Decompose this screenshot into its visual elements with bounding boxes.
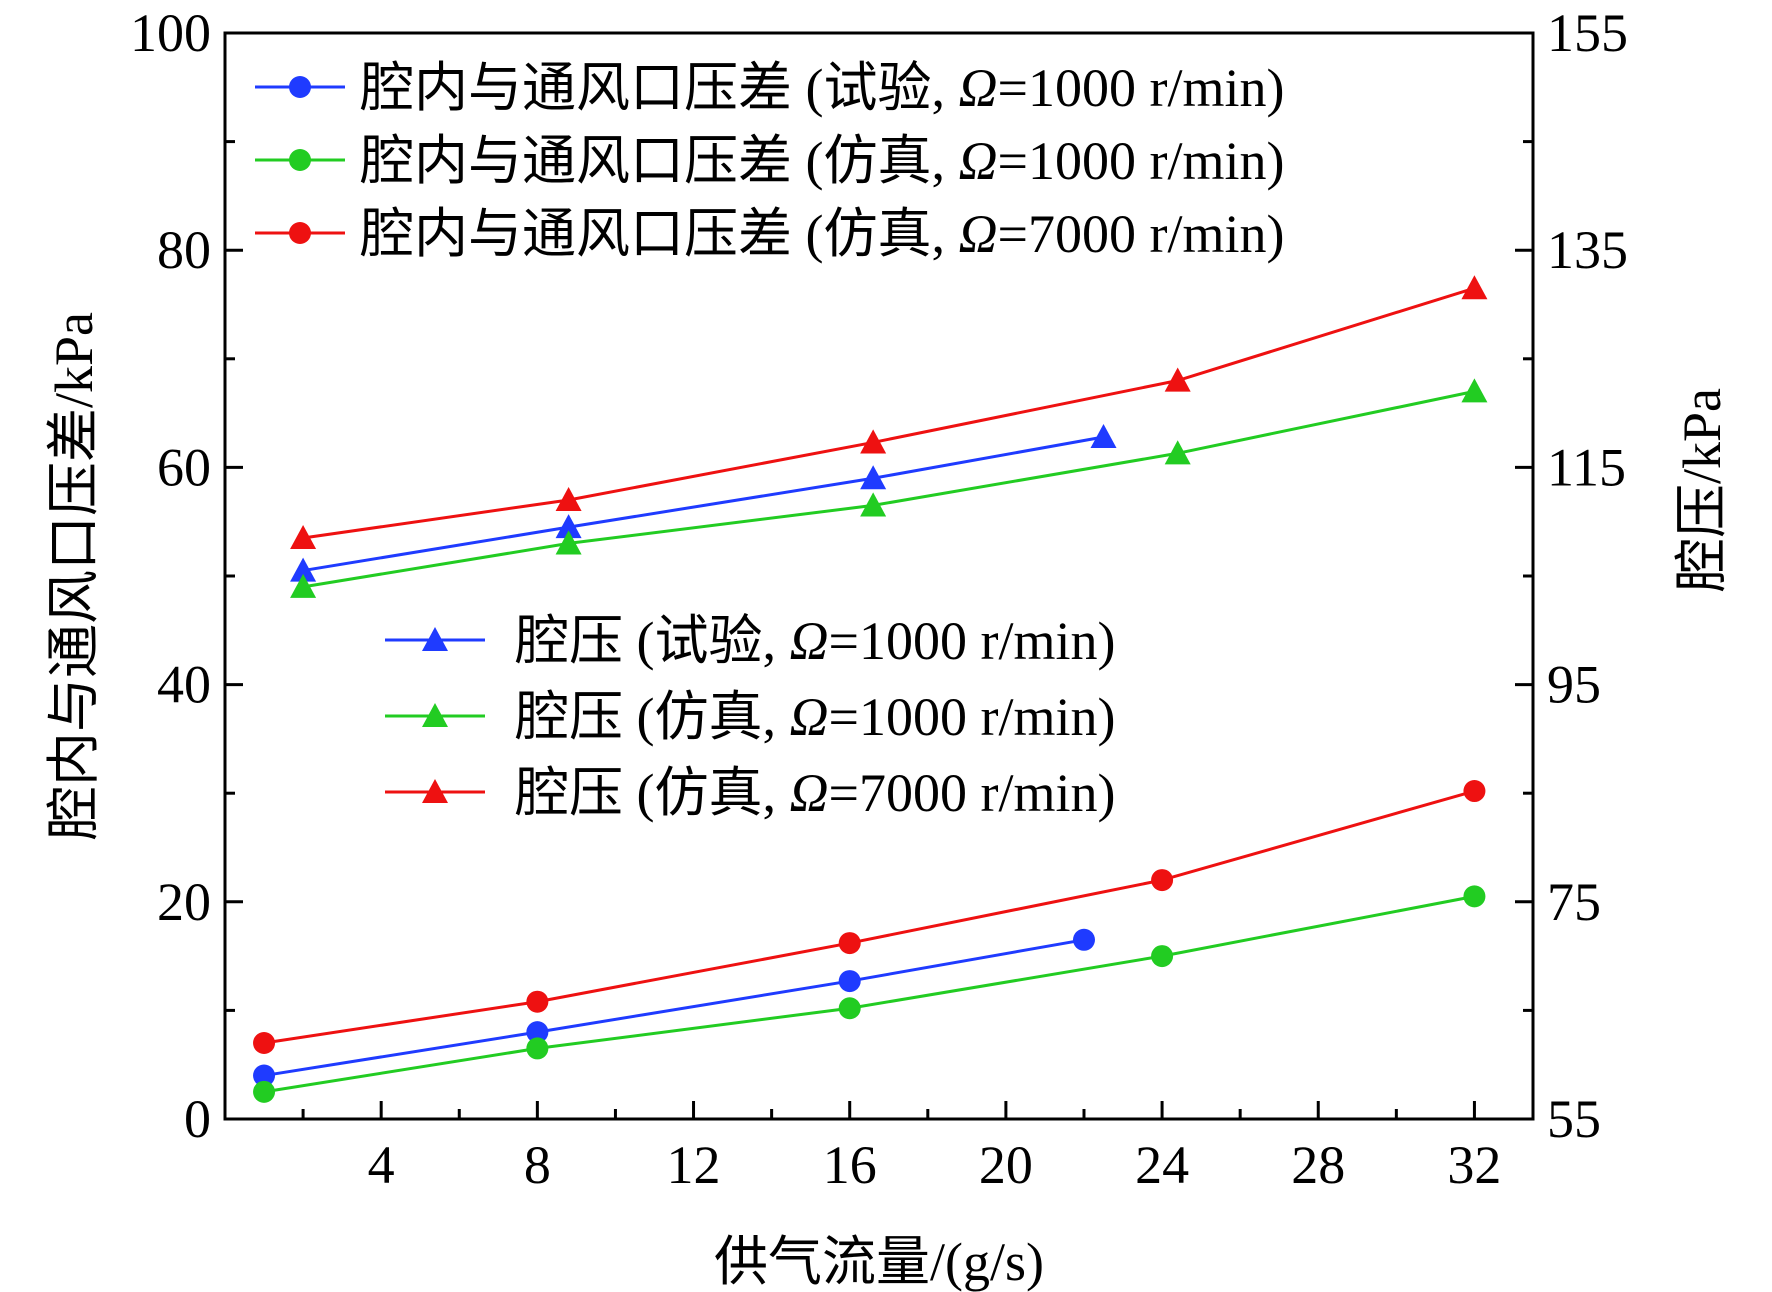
data-point-triangle: [1164, 440, 1191, 465]
x-tick-label: 28: [1291, 1135, 1345, 1195]
series-layer: [253, 275, 1488, 1103]
legend-layer: 腔内与通风口压差 (试验, Ω=1000 r/min) 腔内与通风口压差 (仿真,…: [255, 58, 1284, 823]
legend-marker: [289, 76, 311, 98]
data-point-triangle: [1461, 378, 1488, 403]
series-1: [253, 928, 1095, 1087]
data-point-circle: [1463, 885, 1486, 908]
data-point-triangle: [1090, 423, 1117, 449]
data-point-triangle: [860, 492, 887, 517]
x-tick-label: 8: [524, 1135, 551, 1195]
data-point-circle: [526, 1037, 549, 1060]
y-axis-right-title: 腔压/kPa: [1672, 388, 1732, 592]
data-point-triangle: [555, 530, 582, 555]
legend-entry-1: 腔内与通风口压差 (试验, Ω=1000 r/min): [255, 58, 1284, 118]
data-point-triangle: [290, 573, 317, 598]
series-5: [290, 378, 1488, 598]
y-right-tick-label: 115: [1547, 437, 1626, 497]
data-point-triangle: [860, 429, 887, 454]
y-left-tick-label: 100: [130, 3, 211, 63]
data-point-triangle: [555, 514, 582, 539]
legend-label: 腔内与通风口压差 (仿真, Ω=1000 r/min): [360, 131, 1284, 191]
y-right-tick-label: 155: [1547, 3, 1628, 63]
series-2: [253, 885, 1486, 1103]
series-line: [302, 435, 1104, 573]
data-point-circle: [253, 1064, 276, 1087]
data-point-triangle: [290, 557, 317, 582]
data-point-triangle: [555, 486, 582, 512]
data-point-circle: [526, 1021, 549, 1044]
x-tick-label: 24: [1135, 1135, 1189, 1195]
y-right-tick-label: 95: [1547, 655, 1601, 715]
legend-marker: [422, 627, 448, 652]
data-point-circle: [1463, 780, 1486, 803]
y-left-tick-label: 60: [157, 437, 211, 497]
legend-entry-3: 腔内与通风口压差 (仿真, Ω=7000 r/min): [255, 204, 1284, 264]
legend-label: 腔内与通风口压差 (仿真, Ω=7000 r/min): [360, 204, 1284, 264]
y-left-tick-label: 80: [157, 220, 211, 280]
data-point-circle: [253, 1031, 276, 1054]
y-axis-left-title: 腔内与通风口压差/kPa: [44, 312, 104, 840]
y-left-tick-label: 0: [184, 1089, 211, 1149]
series-line: [302, 389, 1475, 589]
legend-marker: [289, 222, 311, 244]
y-right-tick-label: 75: [1547, 872, 1601, 932]
legend-label: 腔压 (仿真, Ω=1000 r/min): [515, 687, 1115, 747]
legend-entry-5: 腔压 (仿真, Ω=1000 r/min): [385, 687, 1115, 747]
data-point-triangle: [290, 524, 317, 550]
legend-marker: [422, 779, 448, 804]
series-line: [263, 894, 1475, 1094]
x-tick-label: 20: [979, 1135, 1033, 1195]
data-point-circle: [1151, 945, 1174, 968]
x-tick-label: 32: [1447, 1135, 1501, 1195]
data-point-triangle: [1164, 367, 1191, 392]
data-point-circle: [1151, 869, 1174, 892]
y-left-tick-label: 40: [157, 655, 211, 715]
series-line: [263, 938, 1085, 1078]
legend-entry-4: 腔压 (试验, Ω=1000 r/min): [385, 611, 1115, 671]
data-point-circle: [838, 970, 861, 993]
series-6: [290, 275, 1488, 550]
legend-entry-2: 腔内与通风口压差 (仿真, Ω=1000 r/min): [255, 131, 1284, 191]
x-tick-label: 12: [667, 1135, 721, 1195]
legend-label: 腔压 (试验, Ω=1000 r/min): [515, 611, 1115, 671]
data-point-circle: [838, 997, 861, 1020]
data-point-triangle: [1461, 275, 1488, 300]
legend-marker: [289, 149, 311, 171]
y-left-tick-label: 20: [157, 872, 211, 932]
legend-label: 腔内与通风口压差 (试验, Ω=1000 r/min): [360, 58, 1284, 118]
x-tick-label: 4: [368, 1135, 395, 1195]
y-right-tick-label: 55: [1547, 1089, 1601, 1149]
plot-frame: [223, 31, 1535, 1121]
ticks-layer: 4 8 12 16 20 24 28 32 0 20 40 60 80 100 55 75 95 115 135 15…: [130, 3, 1628, 1195]
data-point-circle: [253, 1080, 276, 1103]
legend-marker: [422, 703, 448, 728]
legend-entry-6: 腔压 (仿真, Ω=7000 r/min): [385, 763, 1115, 823]
series-4: [290, 423, 1117, 582]
series-3: [253, 780, 1486, 1054]
x-tick-label: 16: [823, 1135, 877, 1195]
x-axis-title: 供气流量/(g/s): [714, 1232, 1044, 1292]
legend-label: 腔压 (仿真, Ω=7000 r/min): [515, 763, 1115, 823]
data-point-triangle: [860, 465, 887, 490]
data-point-circle: [838, 932, 861, 955]
series-line: [302, 286, 1475, 540]
y-right-tick-label: 135: [1547, 220, 1628, 280]
data-point-circle: [526, 990, 549, 1013]
data-point-circle: [1072, 928, 1095, 951]
